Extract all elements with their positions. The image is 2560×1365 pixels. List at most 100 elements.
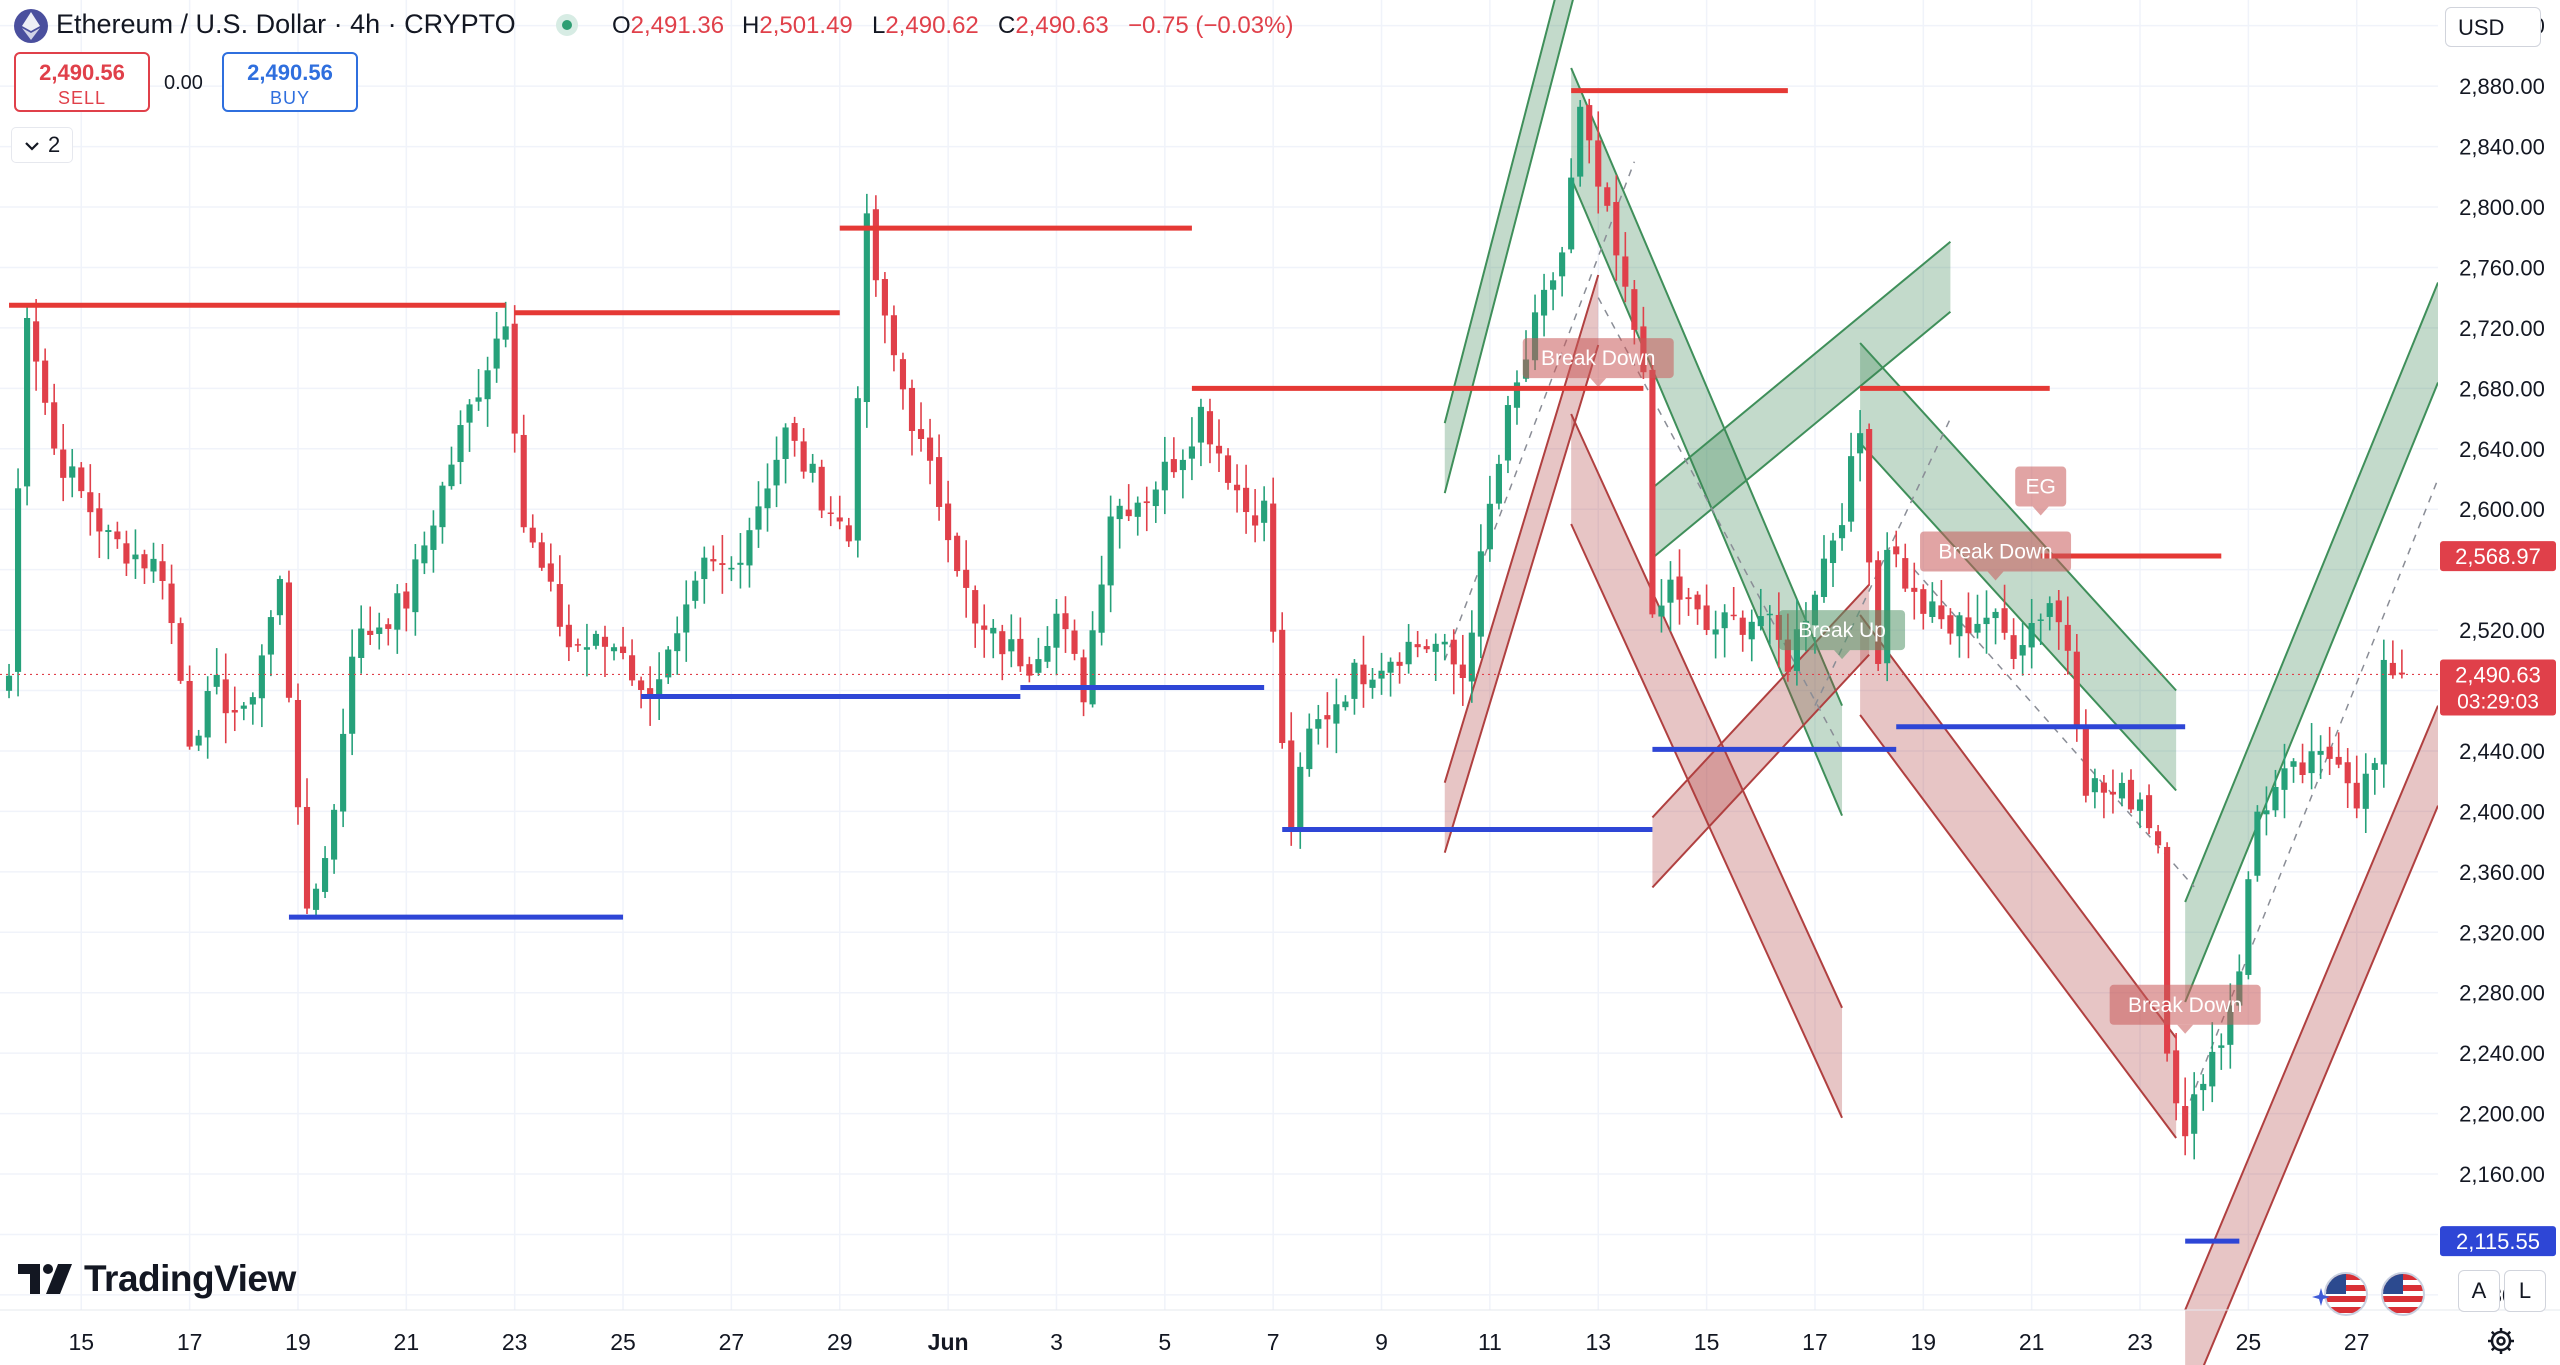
candle-body xyxy=(2353,782,2360,809)
candle-body xyxy=(809,463,816,473)
candle-body xyxy=(1947,615,1954,634)
price-tick-label: 2,680.00 xyxy=(2459,376,2545,401)
candle-body xyxy=(1513,382,1521,408)
sell-button[interactable]: 2,490.56 SELL xyxy=(14,52,150,112)
symbol-title[interactable]: Ethereum / U.S. Dollar · 4h · CRYPTO xyxy=(56,9,516,39)
candle-body xyxy=(881,279,888,316)
candle-body xyxy=(1766,613,1773,616)
candle-body xyxy=(520,434,527,528)
tradingview-logo-icon xyxy=(18,1264,72,1294)
candle-body xyxy=(2155,831,2162,846)
candle-body xyxy=(1423,646,1430,650)
candle-body xyxy=(2145,795,2153,829)
candle-body xyxy=(321,858,329,892)
candle-body xyxy=(1197,406,1205,443)
candle-body xyxy=(2055,600,2062,623)
candle-body xyxy=(773,459,780,486)
buy-button[interactable]: 2,490.56 BUY xyxy=(222,52,358,112)
ohlc-low: L2,490.62 xyxy=(872,12,979,39)
candle-body xyxy=(186,680,193,747)
candle-body xyxy=(619,646,627,654)
candle-body xyxy=(1685,597,1692,600)
candle-body xyxy=(1838,525,1846,539)
candle-body xyxy=(2317,750,2324,755)
candle-body xyxy=(926,437,934,461)
price-marker-label: 2,568.97 xyxy=(2455,544,2541,569)
candle-body xyxy=(1531,312,1539,361)
channel-band xyxy=(2185,705,2438,1365)
annotation-box xyxy=(1920,531,2072,572)
candlestick-series xyxy=(5,98,2405,1160)
candle-body xyxy=(1432,643,1439,652)
candle-body xyxy=(1279,629,1286,744)
candle-body xyxy=(249,697,256,705)
candle-body xyxy=(358,628,365,658)
candle-body xyxy=(385,624,392,629)
candle-body xyxy=(177,623,184,681)
candle-body xyxy=(1288,740,1295,832)
channel-edge xyxy=(1443,0,1556,424)
auto-scale-button[interactable]: A xyxy=(2458,1270,2500,1312)
candle-body xyxy=(538,542,545,568)
candle-body xyxy=(1721,612,1728,629)
annotation-box xyxy=(1522,338,1674,379)
candle-body xyxy=(1387,661,1394,673)
indicators-collapse-button[interactable]: 2 xyxy=(12,128,73,162)
candle-body xyxy=(5,675,13,691)
candle-body xyxy=(1748,621,1755,640)
annotation-text: EG xyxy=(2026,476,2056,499)
candle-body xyxy=(267,617,274,655)
candle-body xyxy=(78,467,85,492)
candle-body xyxy=(412,559,419,613)
price-tick-label: 2,240.00 xyxy=(2459,1041,2545,1066)
candle-body xyxy=(1974,623,1981,633)
candle-body xyxy=(1775,614,1782,640)
candle-body xyxy=(123,543,130,564)
candle-body xyxy=(710,559,717,562)
candle-body xyxy=(303,806,311,909)
channel-edge xyxy=(1651,240,1952,489)
sparkle-icon xyxy=(2312,1288,2330,1306)
candle-body xyxy=(1902,558,1909,589)
candle-body xyxy=(1035,659,1042,673)
candle-body xyxy=(1405,641,1412,665)
settings-gear-icon[interactable] xyxy=(2486,1326,2516,1356)
candle-body xyxy=(2263,810,2270,815)
us-market-flag-icon[interactable] xyxy=(2324,1272,2368,1316)
price-tick-label: 2,840.00 xyxy=(2459,135,2545,160)
annotation-pointer xyxy=(1834,650,1851,660)
candle-body xyxy=(963,569,970,588)
candle-body xyxy=(1044,645,1051,662)
candle-body xyxy=(2290,761,2297,767)
time-tick-label: 5 xyxy=(1158,1329,1171,1355)
candle-body xyxy=(1811,594,1819,626)
candle-body xyxy=(610,647,618,652)
sell-label: SELL xyxy=(57,88,107,108)
market-status-icon[interactable] xyxy=(556,14,578,36)
log-scale-button[interactable]: L xyxy=(2504,1270,2546,1312)
candle-body xyxy=(1053,613,1060,648)
candle-body xyxy=(1586,105,1593,141)
time-tick-label: 15 xyxy=(68,1329,94,1355)
candle-body xyxy=(601,636,609,647)
annotation-label: EG xyxy=(2015,466,2067,516)
candle-body xyxy=(990,627,997,634)
candle-body xyxy=(2272,786,2279,811)
channel-edge xyxy=(2184,382,2439,1003)
candle-body xyxy=(1739,617,1746,635)
candle-body xyxy=(150,558,157,572)
candle-body xyxy=(141,554,148,569)
candle-body xyxy=(60,449,67,478)
candle-body xyxy=(791,423,798,441)
currency-selector[interactable]: USD xyxy=(2445,7,2541,47)
time-tick-label: Jun xyxy=(928,1329,969,1355)
us-currency-flag-icon[interactable] xyxy=(2381,1272,2425,1316)
channel-edge xyxy=(1859,614,2177,1039)
time-tick-label: 11 xyxy=(1478,1329,1502,1355)
candle-body xyxy=(917,429,925,440)
candle-body xyxy=(159,561,166,582)
candle-body xyxy=(1143,501,1150,504)
candle-body xyxy=(484,370,491,400)
candle-body xyxy=(1829,540,1837,564)
